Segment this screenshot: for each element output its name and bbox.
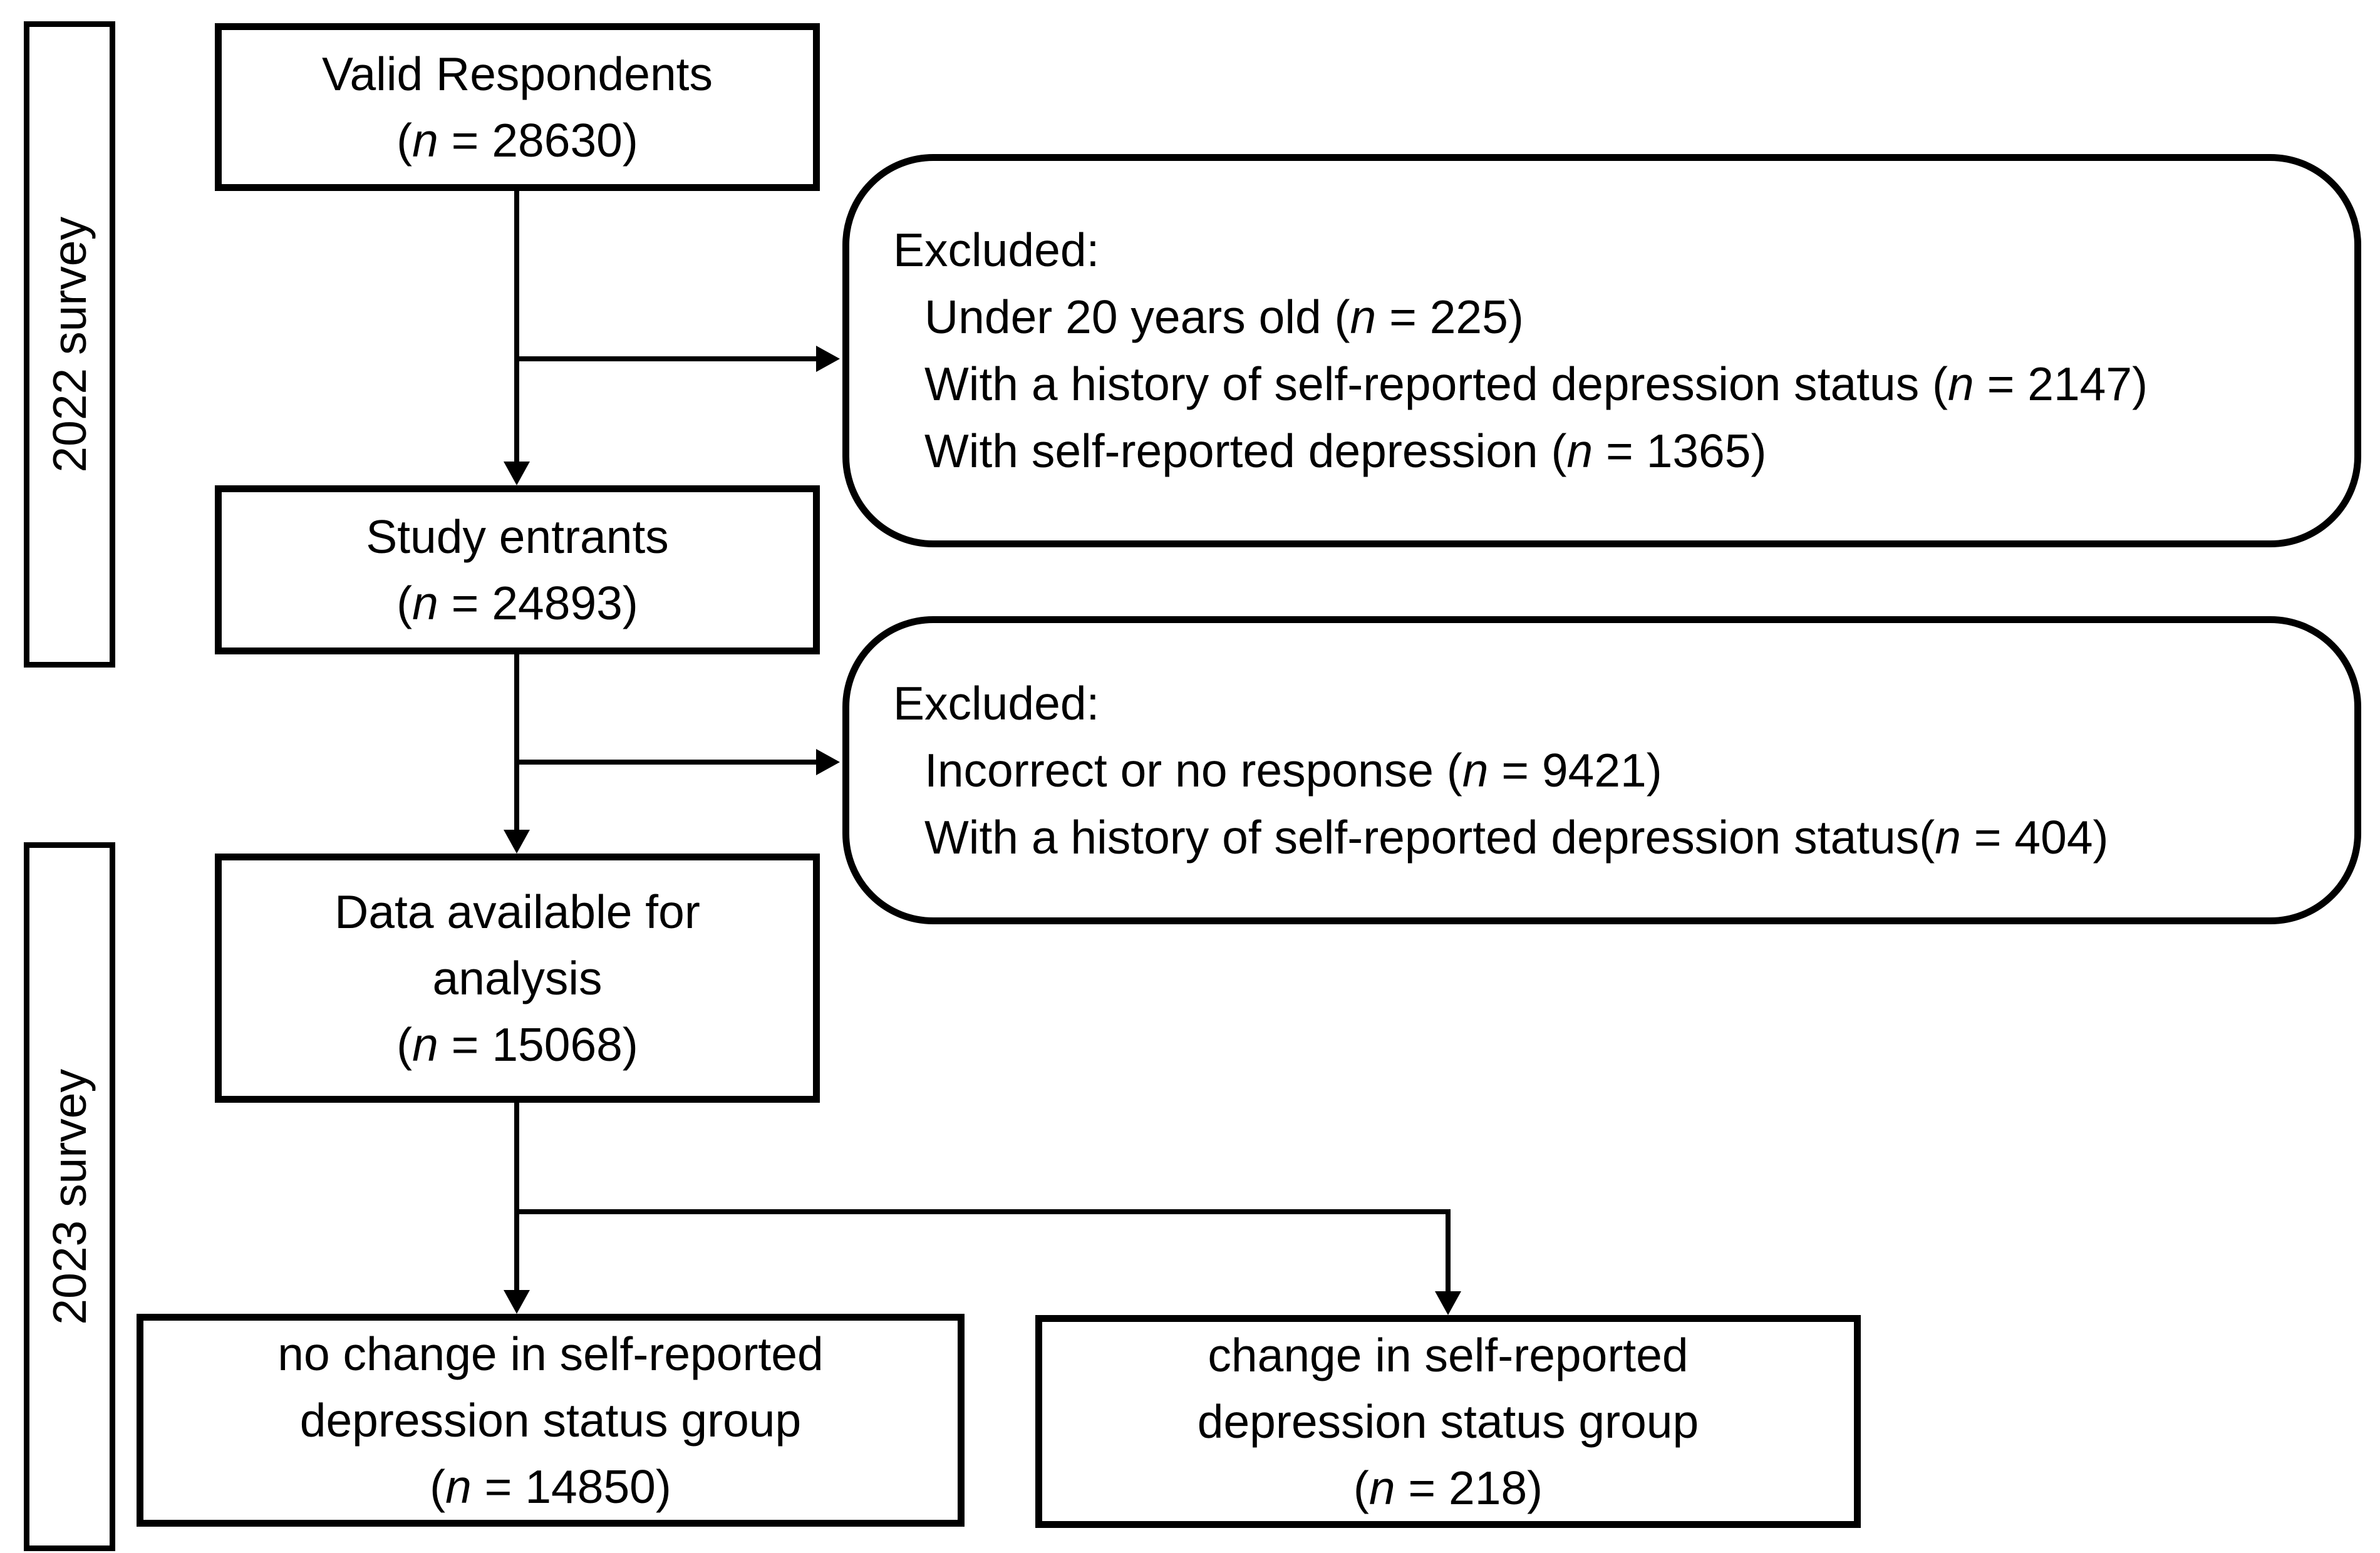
box-study-entrants-count: (n = 24893) (396, 577, 638, 629)
connector-entrants-to-data (514, 651, 519, 833)
box-data-available: Data available for analysis (n = 15068) (215, 854, 820, 1103)
arrow-down-icon (504, 1290, 530, 1314)
arrow-right-icon (816, 346, 840, 372)
connector-split-horizontal (514, 1209, 1451, 1214)
bracket-2022-survey-label: 2022 survey (43, 216, 96, 473)
connector-branch-exclusion-2 (517, 760, 817, 765)
exclusion-box-2-item: Incorrect or no response (n = 9421) (924, 743, 1662, 797)
arrow-down-icon (1435, 1291, 1461, 1315)
box-study-entrants: Study entrants (n = 24893) (215, 485, 820, 654)
exclusion-box-2-header: Excluded: (893, 676, 1100, 730)
box-change-group-line1: change in self-reported (1208, 1329, 1689, 1381)
exclusion-box-2: Excluded: Incorrect or no response (n = … (842, 616, 2361, 924)
box-valid-respondents-title: Valid Respondents (321, 48, 713, 100)
box-valid-respondents: Valid Respondents (n = 28630) (215, 23, 820, 191)
arrow-right-icon (816, 749, 840, 775)
arrow-down-icon (504, 830, 530, 854)
exclusion-box-1-item: With self-reported depression (n = 1365) (924, 425, 1767, 477)
box-change-group-count: (n = 218) (1353, 1462, 1543, 1514)
connector-split-to-change (1446, 1212, 1451, 1293)
bracket-2023-survey: 2023 survey (24, 842, 115, 1551)
box-change-group: change in self-reported depression statu… (1035, 1315, 1861, 1528)
connector-data-to-split (514, 1100, 519, 1291)
exclusion-box-1-header: Excluded: (893, 224, 1100, 276)
box-no-change-group-count: (n = 14850) (430, 1460, 671, 1513)
box-no-change-group-line2: depression status group (299, 1394, 802, 1447)
box-change-group-line2: depression status group (1197, 1395, 1699, 1448)
exclusion-box-2-item: With a history of self-reported depressi… (924, 810, 2109, 864)
box-valid-respondents-count: (n = 28630) (396, 114, 638, 167)
exclusion-box-1: Excluded: Under 20 years old (n = 225) W… (842, 154, 2361, 547)
box-data-available-title-line2: analysis (432, 952, 603, 1004)
box-no-change-group-line1: no change in self-reported (277, 1328, 824, 1380)
connector-valid-to-entrants (514, 188, 519, 463)
box-no-change-group: no change in self-reported depression st… (137, 1314, 965, 1527)
box-study-entrants-title: Study entrants (366, 510, 669, 563)
box-data-available-count: (n = 15068) (396, 1018, 638, 1071)
connector-branch-exclusion-1 (517, 356, 817, 361)
exclusion-box-1-item: Under 20 years old (n = 225) (924, 291, 1524, 343)
box-data-available-title-line1: Data available for (334, 885, 700, 938)
bracket-2022-survey: 2022 survey (24, 21, 115, 668)
arrow-down-icon (504, 462, 530, 485)
bracket-2023-survey-label: 2023 survey (43, 1068, 96, 1325)
exclusion-box-1-item: With a history of self-reported depressi… (924, 358, 2148, 410)
